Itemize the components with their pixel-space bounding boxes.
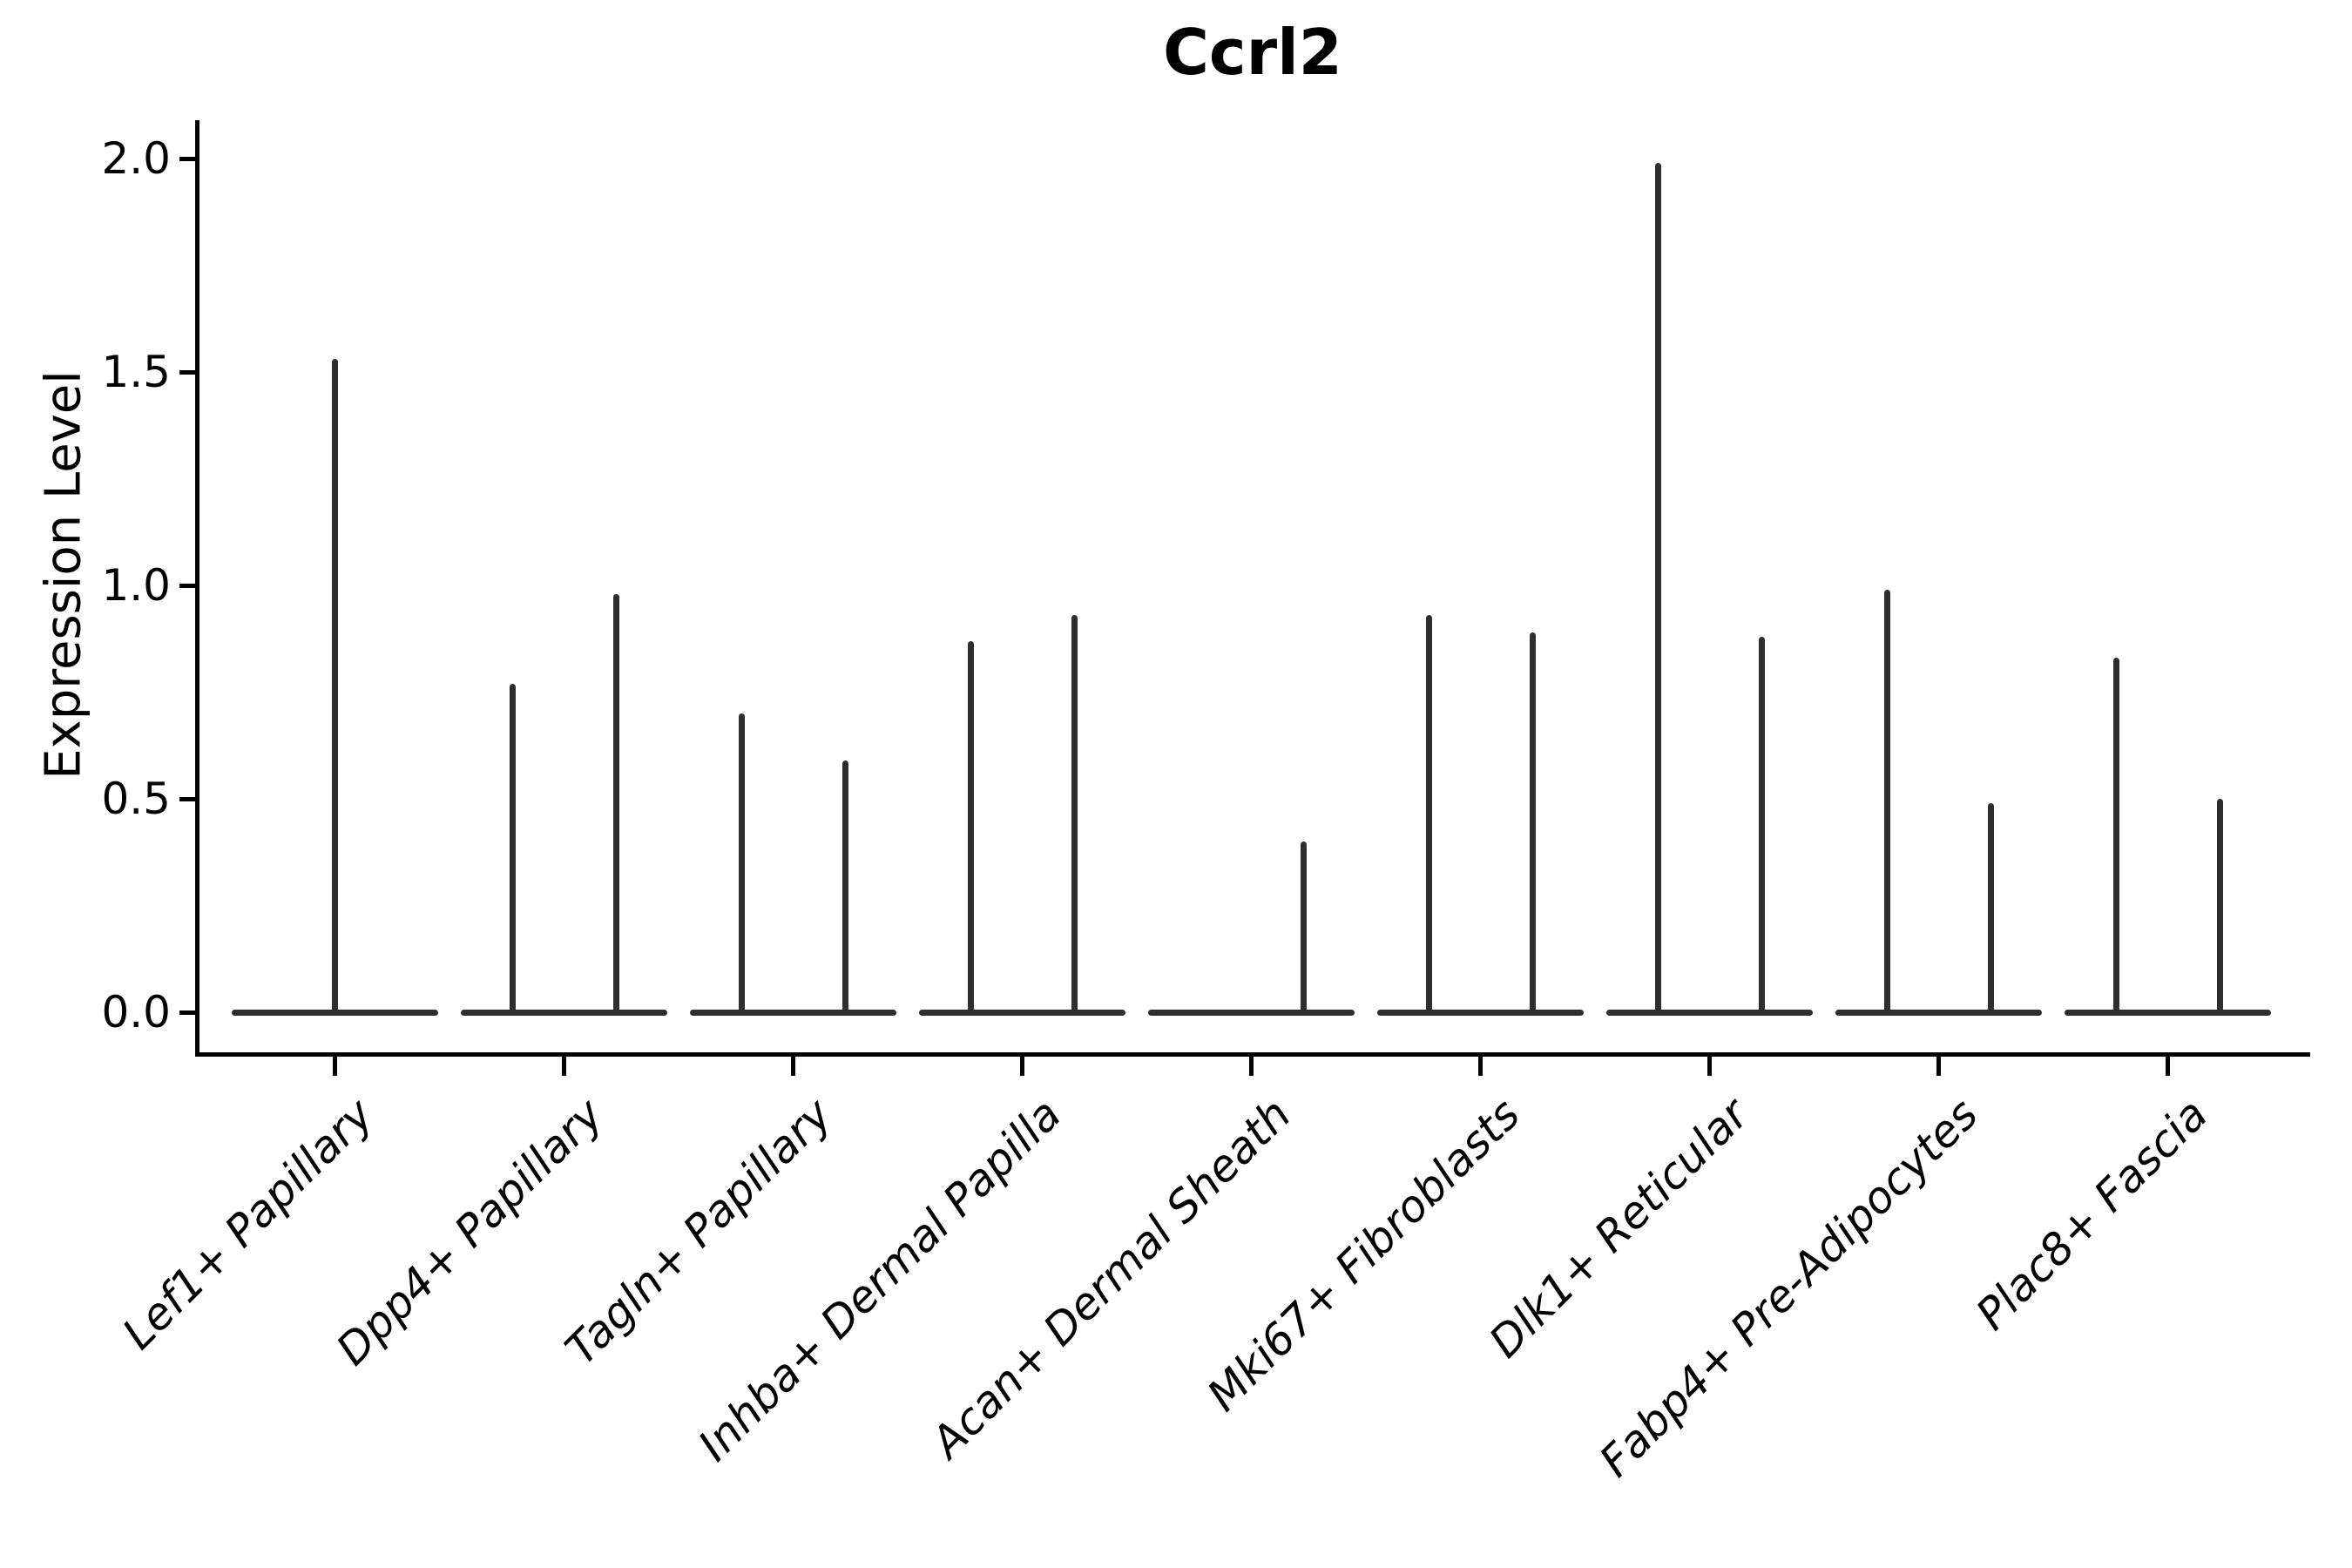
violin-baseline [689, 1009, 896, 1016]
x-axis-category-label: Lef1+ Papillary [112, 1089, 384, 1360]
violin-baseline [1147, 1009, 1355, 1016]
chart-title: Ccrl2 [1163, 16, 1342, 89]
x-tick [2166, 1057, 2171, 1076]
x-tick [790, 1057, 795, 1076]
violin-baseline [1377, 1009, 1584, 1016]
y-tick-label: 2.0 [101, 133, 171, 184]
violin-baseline [918, 1009, 1125, 1016]
y-tick-label: 0.0 [101, 987, 171, 1037]
violin-spike [331, 359, 338, 1016]
x-tick [561, 1057, 566, 1076]
violin-spike [509, 683, 516, 1016]
y-tick-label: 0.5 [101, 774, 171, 824]
x-axis-category-label: Plac8+ Fascia [1965, 1089, 2217, 1340]
violin-baseline [1606, 1009, 1814, 1016]
x-tick [1936, 1057, 1942, 1076]
x-axis-category-label: Fabp4+ Pre-Adipocytes [1590, 1089, 1988, 1487]
violin-spike [1884, 589, 1891, 1016]
x-tick [1248, 1057, 1254, 1076]
x-tick [1478, 1057, 1483, 1076]
violin-spike [841, 760, 848, 1016]
x-axis-spine [195, 1052, 2310, 1057]
violin-spike [1530, 632, 1536, 1016]
violin-baseline [2065, 1009, 2272, 1016]
y-axis-spine [195, 120, 199, 1057]
x-tick [332, 1057, 337, 1076]
y-tick [179, 796, 197, 801]
violin-baseline [1835, 1009, 2043, 1016]
violin-spike [2113, 658, 2120, 1016]
violin-spike [1759, 636, 1766, 1016]
x-tick [1707, 1057, 1713, 1076]
y-tick [179, 583, 197, 588]
violin-spike [2217, 799, 2224, 1016]
x-tick [1019, 1057, 1024, 1076]
violin-spike [612, 593, 619, 1016]
x-axis-category-label: Inhba+ Dermal Papilla [688, 1089, 1071, 1471]
y-tick [179, 1010, 197, 1015]
violin-spike [738, 713, 745, 1016]
violin-spike [967, 640, 974, 1016]
violin-spike [1426, 615, 1432, 1016]
violin-spike [1655, 162, 1662, 1016]
y-tick [179, 156, 197, 161]
violin-spike [1300, 841, 1307, 1016]
y-tick-label: 1.0 [101, 560, 171, 611]
y-tick [179, 369, 197, 375]
violin-spike [1071, 615, 1078, 1016]
violin-baseline [460, 1009, 667, 1016]
y-tick-label: 1.5 [101, 347, 171, 397]
violin-spike [1988, 802, 1995, 1016]
